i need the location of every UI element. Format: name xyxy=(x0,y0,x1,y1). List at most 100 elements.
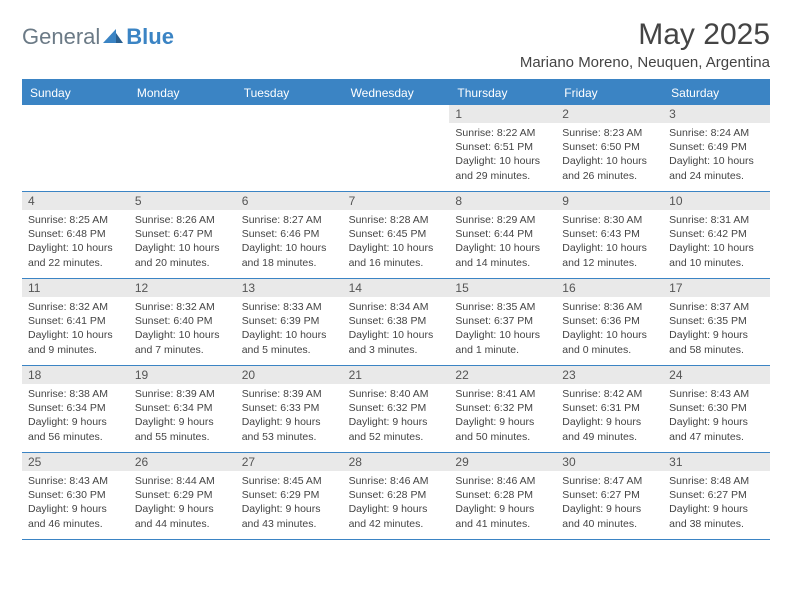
day-header: Saturday xyxy=(663,81,770,105)
week-row: 11Sunrise: 8:32 AMSunset: 6:41 PMDayligh… xyxy=(22,279,770,366)
day-details: Sunrise: 8:26 AMSunset: 6:47 PMDaylight:… xyxy=(135,213,230,270)
day-cell: 10 Sunrise: 8:31 AMSunset: 6:42 PMDayligh… xyxy=(663,192,770,278)
day-details: Sunrise: 8:24 AMSunset: 6:49 PMDaylight:… xyxy=(669,126,764,183)
empty-cell xyxy=(22,105,129,191)
day-cell: 17Sunrise: 8:37 AMSunset: 6:35 PMDayligh… xyxy=(663,279,770,365)
day-details: Sunrise: 8:25 AMSunset: 6:48 PMDaylight:… xyxy=(28,213,123,270)
day-header: Thursday xyxy=(449,81,556,105)
day-cell: 11Sunrise: 8:32 AMSunset: 6:41 PMDayligh… xyxy=(22,279,129,365)
day-details: Sunrise: 8:28 AMSunset: 6:45 PMDaylight:… xyxy=(349,213,444,270)
day-header: Friday xyxy=(556,81,663,105)
day-details: Sunrise: 8:42 AMSunset: 6:31 PMDaylight:… xyxy=(562,387,657,444)
day-header: Tuesday xyxy=(236,81,343,105)
day-cell: 13 Sunrise: 8:33 AMSunset: 6:39 PMDayligh… xyxy=(236,279,343,365)
day-cell: 12 Sunrise: 8:32 AMSunset: 6:40 PMDayligh… xyxy=(129,279,236,365)
day-cell: 28 Sunrise: 8:46 AMSunset: 6:28 PMDayligh… xyxy=(343,453,450,539)
day-cell: 1Sunrise: 8:22 AMSunset: 6:51 PMDaylight… xyxy=(449,105,556,191)
day-cell: 19 Sunrise: 8:39 AMSunset: 6:34 PMDayligh… xyxy=(129,366,236,452)
day-number: 1 xyxy=(449,105,556,123)
location: Mariano Moreno, Neuquen, Argentina xyxy=(520,54,770,71)
logo-text-blue: Blue xyxy=(126,24,174,50)
day-number: 10 xyxy=(663,192,770,210)
day-number: 24 xyxy=(663,366,770,384)
day-details: Sunrise: 8:43 AMSunset: 6:30 PMDaylight:… xyxy=(28,474,123,531)
day-header: Sunday xyxy=(22,81,129,105)
day-number: 26 xyxy=(129,453,236,471)
day-details: Sunrise: 8:48 AMSunset: 6:27 PMDaylight:… xyxy=(669,474,764,531)
day-number: 31 xyxy=(663,453,770,471)
day-details: Sunrise: 8:32 AMSunset: 6:40 PMDaylight:… xyxy=(135,300,230,357)
day-details: Sunrise: 8:34 AMSunset: 6:38 PMDaylight:… xyxy=(349,300,444,357)
day-cell: 5 Sunrise: 8:26 AMSunset: 6:47 PMDaylight… xyxy=(129,192,236,278)
day-details: Sunrise: 8:46 AMSunset: 6:28 PMDaylight:… xyxy=(455,474,550,531)
day-cell: 20 Sunrise: 8:39 AMSunset: 6:33 PMDayligh… xyxy=(236,366,343,452)
day-cell: 30Sunrise: 8:47 AMSunset: 6:27 PMDayligh… xyxy=(556,453,663,539)
empty-cell xyxy=(236,105,343,191)
week-row: 18 Sunrise: 8:38 AMSunset: 6:34 PMDayligh… xyxy=(22,366,770,453)
day-cell: 23 Sunrise: 8:42 AMSunset: 6:31 PMDayligh… xyxy=(556,366,663,452)
day-details: Sunrise: 8:32 AMSunset: 6:41 PMDaylight:… xyxy=(28,300,123,357)
empty-cell xyxy=(343,105,450,191)
day-details: Sunrise: 8:44 AMSunset: 6:29 PMDaylight:… xyxy=(135,474,230,531)
day-number: 30 xyxy=(556,453,663,471)
day-cell: 15 Sunrise: 8:35 AMSunset: 6:37 PMDayligh… xyxy=(449,279,556,365)
day-number: 25 xyxy=(22,453,129,471)
day-cell: 26 Sunrise: 8:44 AMSunset: 6:29 PMDayligh… xyxy=(129,453,236,539)
day-details: Sunrise: 8:27 AMSunset: 6:46 PMDaylight:… xyxy=(242,213,337,270)
day-details: Sunrise: 8:43 AMSunset: 6:30 PMDaylight:… xyxy=(669,387,764,444)
day-header-row: SundayMondayTuesdayWednesdayThursdayFrid… xyxy=(22,81,770,105)
day-number: 12 xyxy=(129,279,236,297)
calendar: SundayMondayTuesdayWednesdayThursdayFrid… xyxy=(22,79,770,540)
day-details: Sunrise: 8:39 AMSunset: 6:33 PMDaylight:… xyxy=(242,387,337,444)
day-number: 27 xyxy=(236,453,343,471)
day-details: Sunrise: 8:35 AMSunset: 6:37 PMDaylight:… xyxy=(455,300,550,357)
week-row: 25 Sunrise: 8:43 AMSunset: 6:30 PMDayligh… xyxy=(22,453,770,540)
day-number: 21 xyxy=(343,366,450,384)
day-number: 23 xyxy=(556,366,663,384)
day-details: Sunrise: 8:39 AMSunset: 6:34 PMDaylight:… xyxy=(135,387,230,444)
day-number: 3 xyxy=(663,105,770,123)
day-details: Sunrise: 8:23 AMSunset: 6:50 PMDaylight:… xyxy=(562,126,657,183)
day-cell: 2 Sunrise: 8:23 AMSunset: 6:50 PMDaylight… xyxy=(556,105,663,191)
day-details: Sunrise: 8:41 AMSunset: 6:32 PMDaylight:… xyxy=(455,387,550,444)
day-number: 14 xyxy=(343,279,450,297)
day-cell: 9Sunrise: 8:30 AMSunset: 6:43 PMDaylight… xyxy=(556,192,663,278)
title-block: May 2025 Mariano Moreno, Neuquen, Argent… xyxy=(520,18,770,71)
day-number: 17 xyxy=(663,279,770,297)
day-number: 15 xyxy=(449,279,556,297)
day-details: Sunrise: 8:45 AMSunset: 6:29 PMDaylight:… xyxy=(242,474,337,531)
week-row: 4 Sunrise: 8:25 AMSunset: 6:48 PMDaylight… xyxy=(22,192,770,279)
day-details: Sunrise: 8:40 AMSunset: 6:32 PMDaylight:… xyxy=(349,387,444,444)
day-cell: 22 Sunrise: 8:41 AMSunset: 6:32 PMDayligh… xyxy=(449,366,556,452)
day-number: 28 xyxy=(343,453,450,471)
day-header: Wednesday xyxy=(343,81,450,105)
day-details: Sunrise: 8:46 AMSunset: 6:28 PMDaylight:… xyxy=(349,474,444,531)
day-number: 9 xyxy=(556,192,663,210)
day-number: 7 xyxy=(343,192,450,210)
day-number: 19 xyxy=(129,366,236,384)
week-row: 1Sunrise: 8:22 AMSunset: 6:51 PMDaylight… xyxy=(22,105,770,192)
day-details: Sunrise: 8:38 AMSunset: 6:34 PMDaylight:… xyxy=(28,387,123,444)
empty-cell xyxy=(129,105,236,191)
day-number: 13 xyxy=(236,279,343,297)
day-cell: 27 Sunrise: 8:45 AMSunset: 6:29 PMDayligh… xyxy=(236,453,343,539)
day-number: 22 xyxy=(449,366,556,384)
day-number: 29 xyxy=(449,453,556,471)
month-title: May 2025 xyxy=(520,18,770,52)
day-number: 2 xyxy=(556,105,663,123)
day-cell: 14 Sunrise: 8:34 AMSunset: 6:38 PMDayligh… xyxy=(343,279,450,365)
day-number: 18 xyxy=(22,366,129,384)
logo: General Blue xyxy=(22,18,174,50)
day-number: 20 xyxy=(236,366,343,384)
day-details: Sunrise: 8:31 AMSunset: 6:42 PMDaylight:… xyxy=(669,213,764,270)
day-cell: 8Sunrise: 8:29 AMSunset: 6:44 PMDaylight… xyxy=(449,192,556,278)
day-number: 4 xyxy=(22,192,129,210)
logo-text-general: General xyxy=(22,24,100,50)
day-cell: 16Sunrise: 8:36 AMSunset: 6:36 PMDayligh… xyxy=(556,279,663,365)
day-header: Monday xyxy=(129,81,236,105)
day-number: 6 xyxy=(236,192,343,210)
day-details: Sunrise: 8:36 AMSunset: 6:36 PMDaylight:… xyxy=(562,300,657,357)
day-cell: 24 Sunrise: 8:43 AMSunset: 6:30 PMDayligh… xyxy=(663,366,770,452)
day-number: 5 xyxy=(129,192,236,210)
day-details: Sunrise: 8:33 AMSunset: 6:39 PMDaylight:… xyxy=(242,300,337,357)
